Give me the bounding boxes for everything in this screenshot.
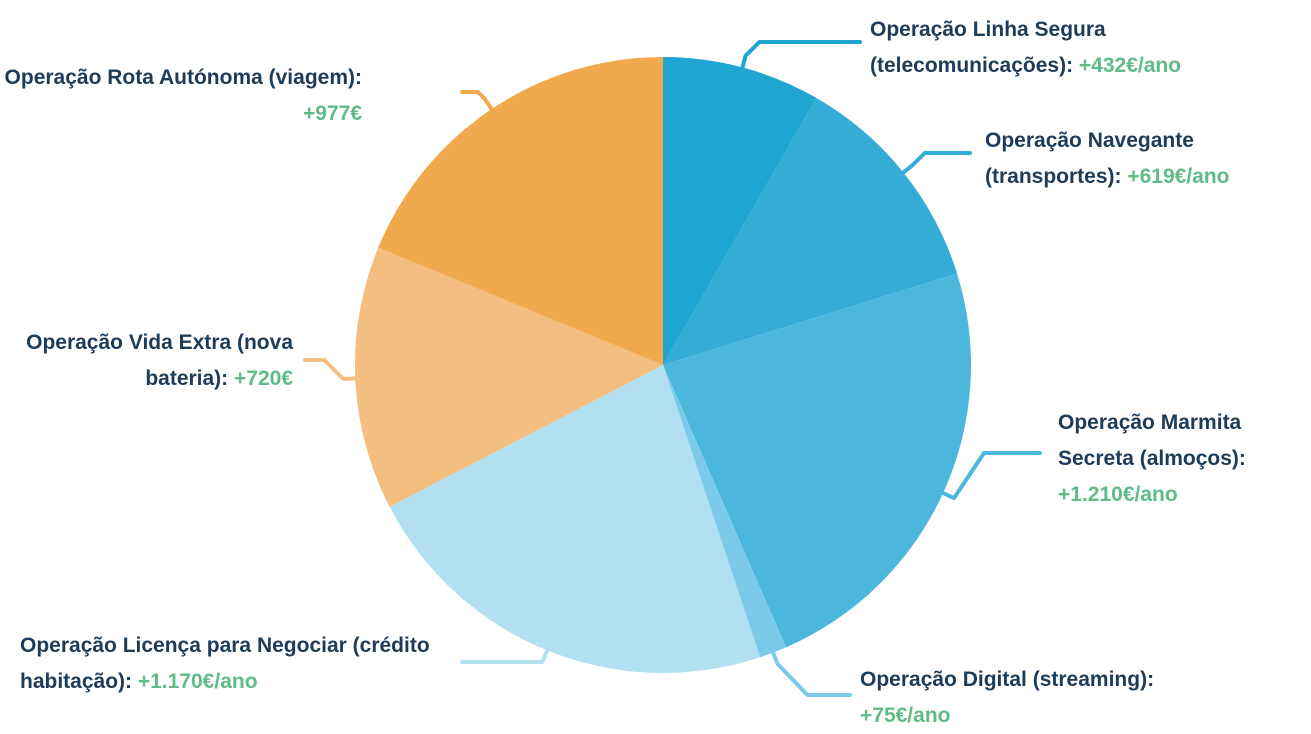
pie-slice: [389, 365, 761, 673]
leader-line: [931, 451, 1042, 501]
category-name: Operação Vida Extra (nova bateria):: [26, 331, 293, 390]
value-label: +1.210€/ano: [1058, 483, 1178, 506]
leader-line: [893, 151, 972, 181]
slice-label: Operação Digital (streaming): +75€/ano: [860, 662, 1190, 734]
slice-label: Operação Vida Extra (nova bateria): +720…: [0, 325, 293, 397]
value-label: +432€/ano: [1078, 54, 1182, 77]
pie-slice: [663, 57, 817, 365]
value-label: +619€/ano: [1127, 165, 1230, 188]
slice-label: Operação Marmita Secreta (almoços): +1.2…: [1058, 405, 1308, 513]
pie-slice: [663, 97, 958, 365]
slice-label: Operação Licença para Negociar (crédito …: [20, 628, 450, 700]
leader-line: [460, 639, 553, 664]
leader-line: [737, 40, 862, 80]
value-label: +1.170€/ano: [137, 670, 258, 693]
value-label: +720€: [234, 367, 293, 390]
category-name: Operação Navegante (transportes):: [985, 129, 1194, 188]
slice-label: Operação Navegante (transportes): +619€/…: [985, 123, 1311, 195]
category-name: Operação Digital (streaming):: [860, 668, 1155, 691]
value-label: +977€: [303, 102, 362, 125]
pie-slice: [663, 273, 971, 648]
category-name: Operação Licença para Negociar (crédito …: [20, 634, 430, 693]
value-label: +75€/ano: [860, 704, 951, 727]
slice-label: Operação Linha Segura (telecomunicações)…: [870, 12, 1310, 84]
leader-line: [303, 358, 368, 382]
leader-line: [767, 641, 852, 697]
category-name: Operação Linha Segura (telecomunicações)…: [870, 18, 1106, 77]
leader-line: [460, 90, 500, 120]
pie-slice: [663, 365, 787, 658]
pie-slice: [354, 247, 663, 507]
category-name: Operação Rota Autónoma (viagem):: [4, 66, 362, 89]
slice-label: Operação Rota Autónoma (viagem): +977€: [0, 60, 362, 132]
pie-slice: [378, 57, 663, 365]
category-name: Operação Marmita Secreta (almoços):: [1058, 411, 1246, 470]
